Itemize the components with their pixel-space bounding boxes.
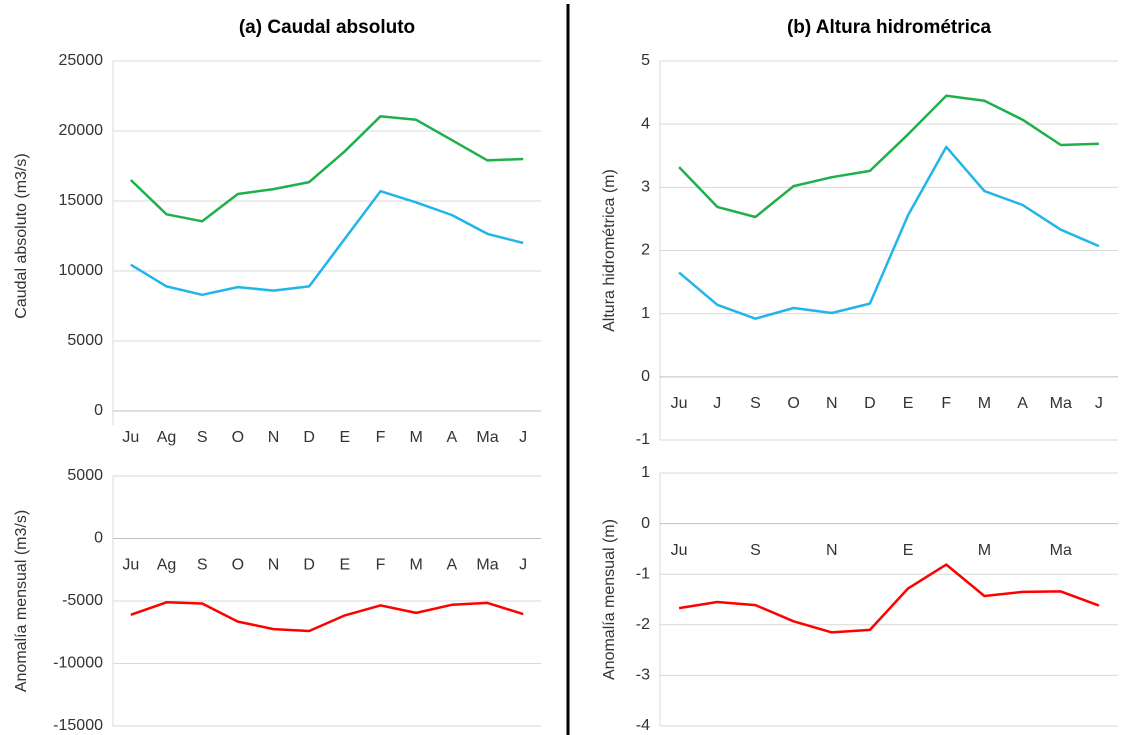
x-tick-label: Ma [1050,542,1072,559]
x-tick-label: M [978,542,991,559]
y-tick-label: 5 [641,52,650,69]
y-tick-label: -4 [636,717,650,734]
y-tick-label: 10000 [59,262,104,279]
x-tick-label: Ju [671,395,688,412]
y-tick-label: 4 [641,115,650,132]
x-tick-label: N [826,395,838,412]
x-tick-label: Ju [122,429,139,446]
x-tick-label: E [339,557,350,574]
x-tick-label: Ma [476,429,498,446]
x-tick-label: E [903,542,914,559]
y-tick-label: 0 [94,402,103,419]
x-tick-label: Ma [476,557,498,574]
series-line [129,115,524,223]
x-tick-label: S [750,395,761,412]
y-tick-label: 5000 [67,467,103,484]
x-tick-label: J [519,429,527,446]
x-tick-label: D [303,557,315,574]
x-tick-label: O [232,557,244,574]
series-line [130,601,524,633]
y-tick-label: 0 [94,530,103,547]
y-tick-label: 0 [641,515,650,532]
x-tick-label: O [787,395,799,412]
y-tick-label: -5000 [62,592,103,609]
x-tick-label: S [197,557,208,574]
x-tick-label: N [268,557,280,574]
series-line [678,145,1100,320]
x-tick-label: N [268,429,280,446]
y-tick-label: 1 [641,464,650,481]
x-tick-label: F [376,429,386,446]
x-tick-label: E [339,429,350,446]
x-tick-label: J [713,395,721,412]
y-tick-label: 25000 [59,52,104,69]
y-axis-label: Anomalía mensual (m3/s) [13,510,30,692]
y-tick-label: -15000 [53,717,103,734]
x-tick-label: J [1095,395,1103,412]
y-tick-label: -1 [636,565,650,582]
x-tick-label: F [376,557,386,574]
series-line [678,563,1100,634]
x-tick-label: J [519,557,527,574]
y-tick-label: -10000 [53,655,103,672]
x-tick-label: Ag [157,557,177,574]
x-tick-label: A [446,557,457,574]
x-tick-label: Ma [1050,395,1072,412]
x-tick-label: O [232,429,244,446]
series-line [678,94,1099,219]
x-tick-label: A [446,429,457,446]
y-tick-label: 1 [641,305,650,322]
x-tick-label: D [303,429,315,446]
y-tick-label: 20000 [59,122,104,139]
x-tick-label: D [864,395,876,412]
x-tick-label: N [826,542,838,559]
chart-title: (a) Caudal absoluto [239,17,415,38]
x-tick-label: Ag [157,429,177,446]
y-tick-label: 3 [641,179,650,196]
chart-title: (b) Altura hidrométrica [787,17,992,38]
y-axis-label: Altura hidrométrica (m) [601,169,618,332]
x-tick-label: S [750,542,761,559]
x-tick-label: F [941,395,951,412]
series-line [130,189,524,297]
x-tick-label: M [978,395,991,412]
y-axis-label: Caudal absoluto (m3/s) [13,153,30,318]
x-tick-label: Ju [671,542,688,559]
y-tick-label: -2 [636,616,650,633]
y-tick-label: 0 [641,368,650,385]
x-tick-label: E [903,395,914,412]
y-axis-label: Anomalía mensual (m) [601,519,618,680]
x-tick-label: S [197,429,208,446]
x-tick-label: M [410,557,423,574]
y-tick-label: -3 [636,667,650,684]
y-tick-label: 15000 [59,192,104,209]
y-tick-label: 2 [641,242,650,259]
y-tick-label: -1 [636,431,650,448]
x-tick-label: M [410,429,423,446]
y-tick-label: 5000 [67,332,103,349]
x-tick-label: A [1017,395,1028,412]
x-tick-label: Ju [122,557,139,574]
